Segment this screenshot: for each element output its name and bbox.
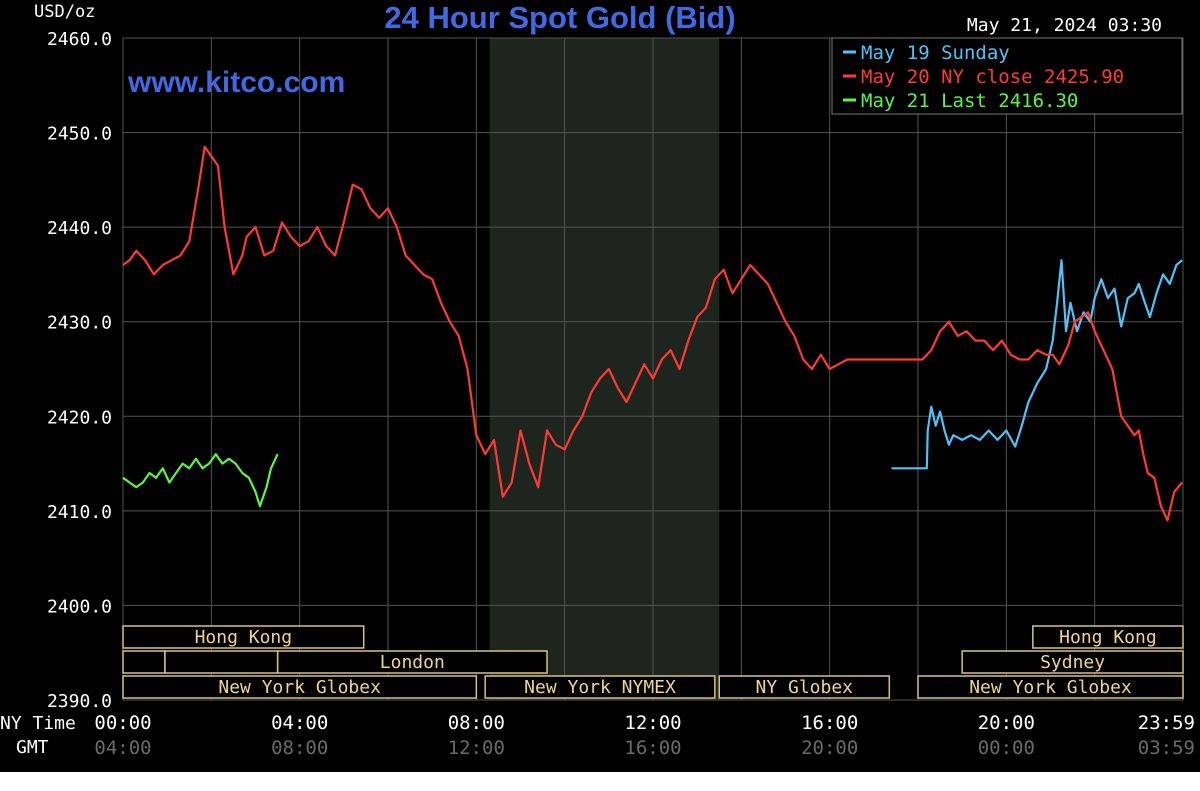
y-tick-label: 2430.0 <box>47 313 112 334</box>
session-label: New York Globex <box>218 677 381 698</box>
series-line-may-20 <box>122 145 1183 522</box>
y-tick-label: 2390.0 <box>47 691 112 712</box>
session-box <box>122 650 166 674</box>
legend-label-may-19: May 19 Sunday <box>861 42 1010 64</box>
y-tick-label: 2440.0 <box>47 218 112 239</box>
session-box <box>718 675 891 699</box>
legend-item-may-21: May 21 Last 2416.30 <box>843 90 1078 112</box>
y-tick-label: 2400.0 <box>47 596 112 617</box>
chart-title: 24 Hour Spot Gold (Bid) <box>384 0 735 35</box>
x-axis-gmt-row-label: GMT <box>16 737 49 758</box>
session-box <box>961 650 1184 674</box>
session-box <box>917 675 1184 699</box>
x-tick-label-gmt: 20:00 <box>801 737 858 759</box>
plot-frame <box>122 37 1184 701</box>
x-tick-label-ny: 23:59 <box>1138 712 1195 734</box>
series-line-may-21 <box>122 453 279 508</box>
session-box <box>484 675 716 699</box>
session-label: NY Globex <box>755 677 853 698</box>
x-tick-label-ny: 20:00 <box>978 712 1035 734</box>
y-tick-label: 2460.0 <box>47 29 112 50</box>
x-tick-label-ny: 08:00 <box>448 712 505 734</box>
x-axis-ny-row-label: NY Time <box>0 713 76 734</box>
series-line-may-19 <box>891 259 1183 470</box>
x-tick-label-gmt: 16:00 <box>624 737 681 759</box>
session-label: Sydney <box>1040 652 1105 673</box>
x-tick-label-gmt: 00:00 <box>978 737 1035 759</box>
chart-timestamp: May 21, 2024 03:30 <box>967 15 1162 36</box>
x-tick-label-ny: 00:00 <box>94 712 151 734</box>
session-label: New York Globex <box>969 677 1132 698</box>
x-tick-label-ny: 12:00 <box>624 712 681 734</box>
x-tick-label-gmt: 03:59 <box>1138 737 1195 759</box>
y-tick-label: 2450.0 <box>47 124 112 145</box>
session-label: New York NYMEX <box>524 677 676 698</box>
session-box <box>1032 625 1184 649</box>
session-box <box>122 675 478 699</box>
session-label: Hong Kong <box>1059 627 1157 648</box>
x-tick-label-ny: 04:00 <box>271 712 328 734</box>
x-tick-label-gmt: 08:00 <box>271 737 328 759</box>
legend-box <box>831 37 1183 115</box>
x-tick-label-ny: 16:00 <box>801 712 858 734</box>
y-tick-label: 2420.0 <box>47 407 112 428</box>
legend-label-may-20: May 20 NY close 2425.90 <box>861 66 1124 88</box>
session-label: London <box>380 652 445 673</box>
y-axis-unit-label: USD/oz <box>34 2 95 22</box>
watermark-url: www.kitco.com <box>127 66 345 99</box>
nymex-shaded-period <box>489 38 720 700</box>
session-box <box>164 650 279 674</box>
x-tick-label-gmt: 12:00 <box>448 737 505 759</box>
session-box <box>122 625 365 649</box>
session-label: Hong Kong <box>195 627 293 648</box>
legend-item-may-19: May 19 Sunday <box>843 42 1010 64</box>
legend-label-may-21: May 21 Last 2416.30 <box>861 90 1078 112</box>
y-tick-label: 2410.0 <box>47 502 112 523</box>
x-tick-label-gmt: 04:00 <box>94 737 151 759</box>
legend-item-may-20: May 20 NY close 2425.90 <box>843 66 1124 88</box>
